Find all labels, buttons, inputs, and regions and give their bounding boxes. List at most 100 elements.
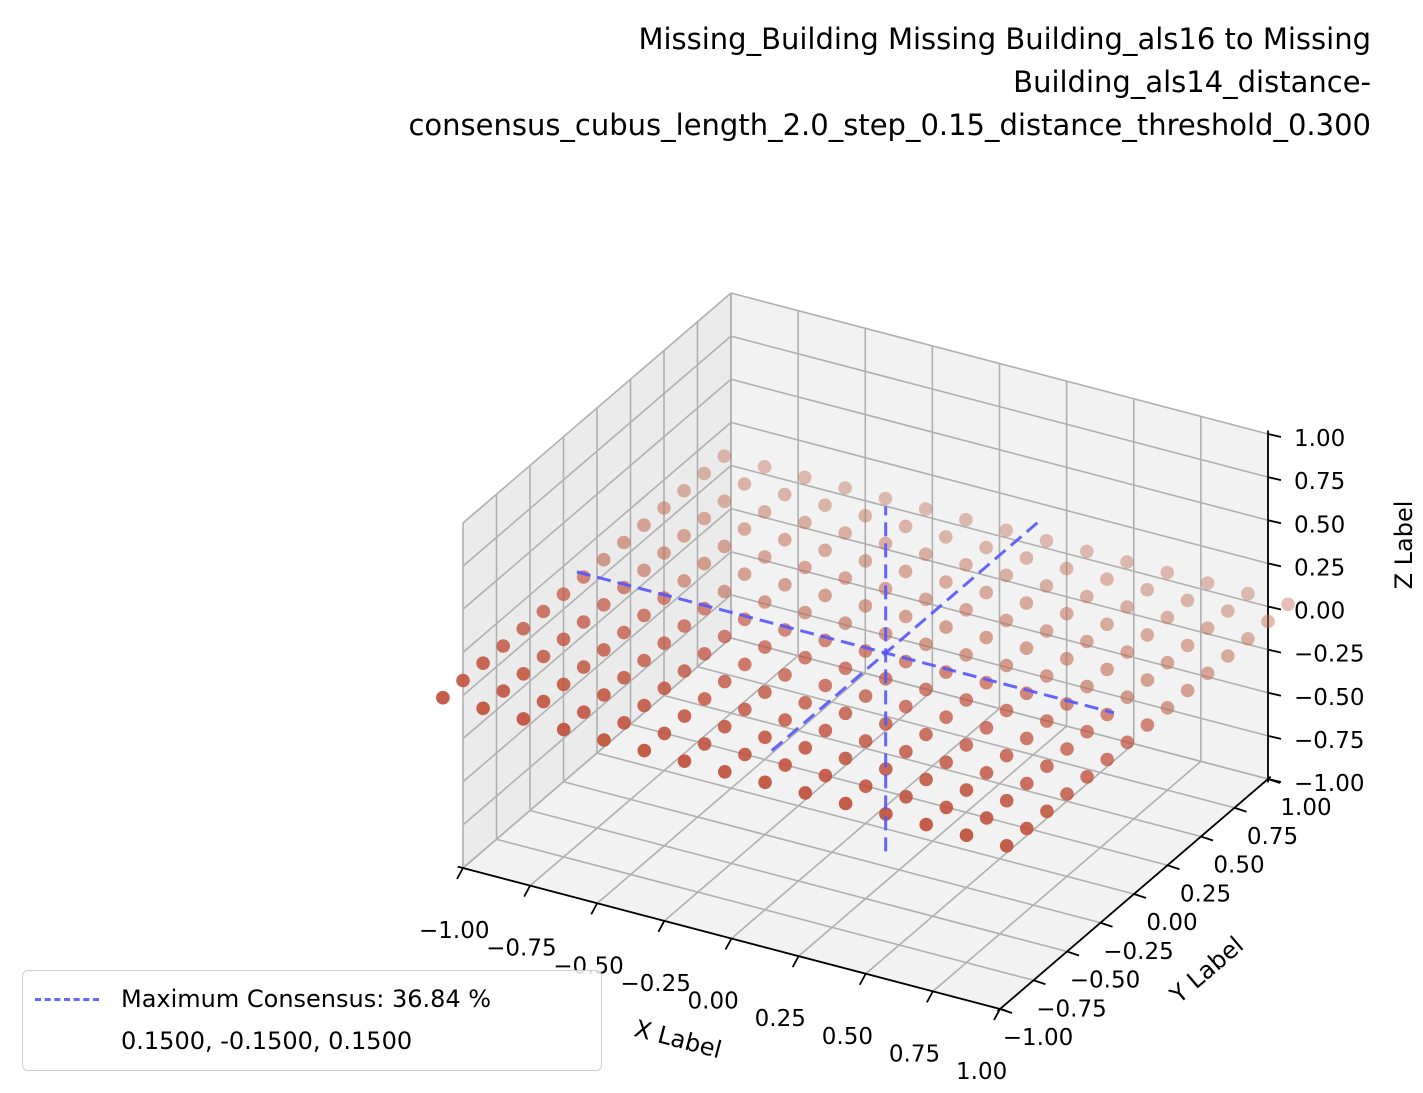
scatter-point xyxy=(1100,752,1114,767)
scatter-point xyxy=(757,460,772,474)
scatter-point xyxy=(818,543,832,558)
scatter-point xyxy=(858,554,873,568)
y-tick-label: 0.50 xyxy=(1213,853,1264,879)
scatter-point xyxy=(959,648,973,662)
scatter-point xyxy=(999,568,1014,583)
legend-entry-max-consensus: Maximum Consensus: 36.84 % xyxy=(23,979,491,1019)
scatter-point xyxy=(818,498,832,512)
scatter-point xyxy=(959,783,974,797)
scatter-point xyxy=(657,501,671,515)
scatter-point xyxy=(959,693,973,707)
scatter-point xyxy=(939,710,953,724)
scatter-point xyxy=(1160,565,1175,580)
back-gridline xyxy=(730,378,1269,522)
z-tick-label: −1.00 xyxy=(1294,771,1364,797)
scatter-point xyxy=(758,595,772,609)
scatter-point xyxy=(918,502,933,516)
scatter-point xyxy=(1080,634,1094,649)
y-tick-label: 1.00 xyxy=(1280,795,1331,821)
scatter-point xyxy=(1020,776,1034,791)
scatter-point xyxy=(939,575,953,589)
x-tick xyxy=(590,902,599,915)
scatter-point xyxy=(1140,628,1155,642)
scatter-point xyxy=(838,526,852,540)
scatter-point xyxy=(979,540,993,555)
scatter-point xyxy=(798,470,812,485)
z-tick xyxy=(1267,562,1282,568)
scatter-point xyxy=(1120,735,1135,750)
floor-gridline xyxy=(697,665,1235,809)
scatter-point xyxy=(717,494,732,509)
scatter-point xyxy=(757,550,772,564)
scatter-point xyxy=(1120,645,1134,659)
scatter-point xyxy=(697,692,712,706)
scatter-point xyxy=(1100,662,1114,677)
scatter-point xyxy=(1140,583,1154,597)
legend-dashed-line xyxy=(35,997,99,1001)
scatter-point xyxy=(1160,701,1175,715)
scatter-point xyxy=(1221,604,1235,618)
scatter-point xyxy=(738,747,752,762)
y-tick xyxy=(1167,864,1180,871)
x-tick xyxy=(926,990,934,1003)
scatter-point xyxy=(597,733,611,747)
scatter-point xyxy=(657,681,672,696)
back-gridline xyxy=(730,421,1269,565)
back-gridline xyxy=(730,464,1269,608)
scatter-point xyxy=(1039,624,1054,638)
x-tick xyxy=(724,938,733,950)
scatter-point xyxy=(637,608,651,623)
x-axis-label: X Label xyxy=(632,1014,725,1064)
scatter-point xyxy=(516,621,531,636)
scatter-point xyxy=(1039,579,1054,593)
scatter-point xyxy=(898,519,913,534)
scatter-point xyxy=(677,529,691,543)
scatter-point xyxy=(1080,679,1094,694)
floor-gridline xyxy=(663,694,1202,838)
z-tick xyxy=(1267,433,1282,438)
x-tick-label: −0.75 xyxy=(486,936,556,962)
scatter-point xyxy=(556,722,571,737)
scatter-point xyxy=(657,726,672,741)
left-gridline xyxy=(462,464,732,697)
scatter-point xyxy=(778,532,792,547)
z-tick-label: 0.00 xyxy=(1294,599,1345,625)
floor-gridline xyxy=(932,760,1202,992)
scatter-point xyxy=(737,477,752,491)
scatter-point xyxy=(476,656,490,670)
left-gridline xyxy=(462,378,732,610)
scatter-point xyxy=(798,786,813,800)
z-tick-label: −0.50 xyxy=(1294,685,1364,711)
y-tick xyxy=(1200,835,1214,842)
scatter-point xyxy=(757,505,772,519)
scatter-point xyxy=(979,630,993,645)
scatter-point xyxy=(919,682,933,697)
scatter-point xyxy=(1160,610,1175,625)
floor-gridline xyxy=(730,637,1269,780)
z-tick-label: 1.00 xyxy=(1294,426,1345,452)
z-tick-label: −0.75 xyxy=(1294,728,1364,754)
scatter-point xyxy=(717,584,732,599)
scatter-point xyxy=(1039,534,1054,548)
max-consensus-x-line xyxy=(576,570,1115,715)
scatter-point xyxy=(838,706,853,721)
x-tick xyxy=(456,867,464,880)
scatter-point xyxy=(879,762,893,776)
scatter-point xyxy=(637,518,651,532)
scatter-point xyxy=(1221,649,1235,663)
scatter-point xyxy=(1241,632,1255,646)
scatter-point xyxy=(1060,652,1074,666)
scatter-point xyxy=(778,668,792,682)
scatter-point xyxy=(979,721,994,735)
scatter-point xyxy=(456,673,470,688)
x-tick-label: 0.50 xyxy=(822,1024,873,1050)
scatter-point xyxy=(1019,731,1034,746)
legend-coords: 0.1500, -0.1500, 0.1500 xyxy=(121,1027,413,1055)
scatter-point xyxy=(1180,593,1195,608)
scatter-point xyxy=(778,578,792,592)
scatter-point xyxy=(858,779,873,793)
scatter-point xyxy=(1120,690,1135,704)
scatter-point xyxy=(1160,655,1175,670)
z-tick xyxy=(1267,648,1282,654)
